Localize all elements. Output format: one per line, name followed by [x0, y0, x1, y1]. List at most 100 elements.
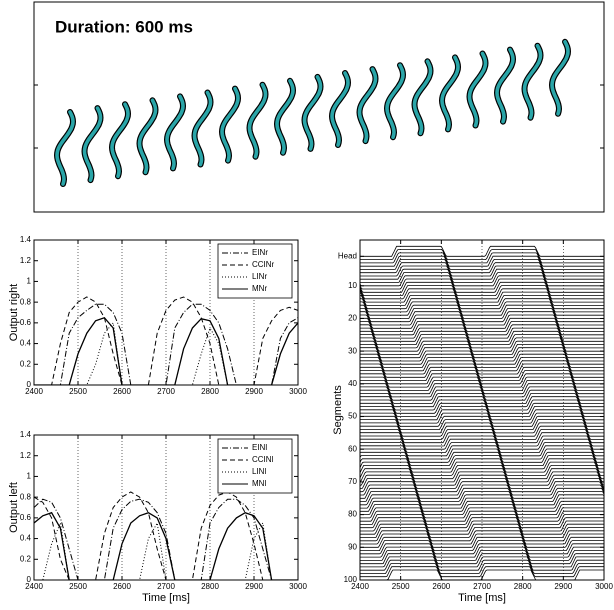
x-tick-label: 2600: [432, 582, 450, 591]
swimmer-body: [440, 55, 460, 132]
swimmer-body: [302, 75, 323, 151]
segment-trace: [360, 487, 604, 499]
swimmer-body: [412, 59, 433, 136]
top-ticks: [34, 84, 604, 149]
y-tick-label: 0.8: [20, 492, 32, 501]
segment-trace: [360, 281, 604, 293]
series-group: [34, 491, 298, 580]
y-tick-label: 0: [27, 575, 32, 584]
series-line: [34, 303, 298, 385]
x-axis-label: Time [ms]: [142, 592, 190, 604]
segment-trace: [360, 429, 604, 440]
segment-trace: [360, 304, 604, 316]
legend-label: LINl: [252, 467, 266, 476]
segment-trace: [360, 445, 604, 457]
x-tick-label: 3000: [595, 582, 613, 591]
legend-label: MNl: [252, 479, 266, 488]
plot-border: [33, 434, 299, 581]
x-tick-label: 2900: [245, 387, 263, 396]
y-tick-label: 40: [348, 379, 357, 388]
plot-border: [33, 239, 299, 386]
segment-trace: [360, 295, 604, 306]
segment-trace: [360, 366, 604, 378]
segment-trace: [360, 530, 604, 542]
y-axis-label: Output left: [8, 482, 20, 533]
segment-trace: [360, 566, 604, 578]
swimmer-body: [137, 98, 158, 175]
segment-trace: [360, 536, 604, 548]
x-tick-label: 2500: [392, 582, 410, 591]
top-title: Duration: 600 ms: [55, 17, 193, 36]
series-line: [34, 498, 298, 580]
segment-trace: [360, 556, 604, 568]
y-tick-label: 70: [348, 477, 357, 486]
y-tick-label: 0: [27, 380, 32, 389]
segment-trace: [360, 533, 604, 545]
y-tick-label: 0.2: [20, 554, 32, 563]
segment-trace: [360, 399, 604, 411]
x-tick-label: 2800: [201, 582, 219, 591]
segment-trace: [360, 350, 604, 362]
segment-trace: [360, 347, 604, 359]
swimmer-body: [550, 40, 570, 116]
x-tick-label: 2800: [514, 582, 532, 591]
segment-trace: [360, 327, 604, 339]
segment-trace: [360, 357, 604, 368]
segment-trace: [360, 448, 604, 460]
top-panel: [33, 1, 605, 213]
swimmer-body: [220, 86, 240, 163]
segment-trace: [360, 474, 604, 486]
y-tick-label: 10: [348, 281, 357, 290]
x-tick-label: 2500: [69, 582, 87, 591]
segment-trace: [360, 272, 604, 283]
segment-trace: [360, 504, 604, 515]
x-axis-label: Time [ms]: [458, 592, 506, 604]
legend-label: CCINr: [252, 260, 275, 269]
swimmer-body: [495, 47, 515, 124]
segment-trace: [360, 432, 604, 444]
y-tick-label: 0.4: [20, 534, 32, 543]
segment-trace: [360, 317, 604, 329]
segment-trace: [360, 465, 604, 476]
segment-trace: [360, 402, 604, 414]
y-tick-label: 1.2: [20, 256, 32, 265]
y-tick-label: 90: [348, 542, 357, 551]
segment-trace: [360, 330, 604, 342]
segment-trace: [360, 455, 604, 466]
segment-trace: [360, 546, 604, 558]
swimmer-body: [385, 63, 405, 139]
segment-trace: [360, 245, 604, 257]
segment-trace: [360, 249, 604, 260]
segment-trace: [360, 419, 604, 430]
y-tick-label: 80: [348, 510, 357, 519]
segment-trace: [360, 363, 604, 375]
traces: [360, 245, 604, 580]
y-tick-label: 60: [348, 444, 357, 453]
segment-trace: [360, 510, 604, 522]
swimmer-body: [55, 110, 75, 186]
swimmer-body: [110, 102, 130, 178]
y-tick-label: 1.4: [20, 235, 32, 244]
swimmer-body: [467, 51, 488, 128]
segment-trace: [360, 520, 604, 532]
segment-trace: [360, 275, 604, 287]
swimmer-body: [330, 71, 350, 147]
segment-trace: [360, 497, 604, 509]
segment-trace: [360, 451, 604, 463]
x-tick-label: 2500: [69, 387, 87, 396]
swimmer-body: [357, 67, 378, 143]
segment-trace: [360, 353, 604, 365]
segment-trace: [360, 380, 604, 391]
segment-trace: [360, 484, 604, 496]
segment-trace: [360, 340, 604, 352]
swimmer-body: [165, 94, 185, 171]
series-line: [34, 511, 298, 580]
segment-trace: [360, 471, 604, 483]
x-tick-label: 2900: [245, 582, 263, 591]
legend-label: EINr: [252, 248, 268, 257]
y-tick-label: 0.6: [20, 513, 32, 522]
segment-trace: [360, 415, 604, 427]
swimmer-body: [192, 90, 213, 167]
segment-trace: [360, 422, 604, 434]
x-tick-label: 2400: [25, 387, 43, 396]
